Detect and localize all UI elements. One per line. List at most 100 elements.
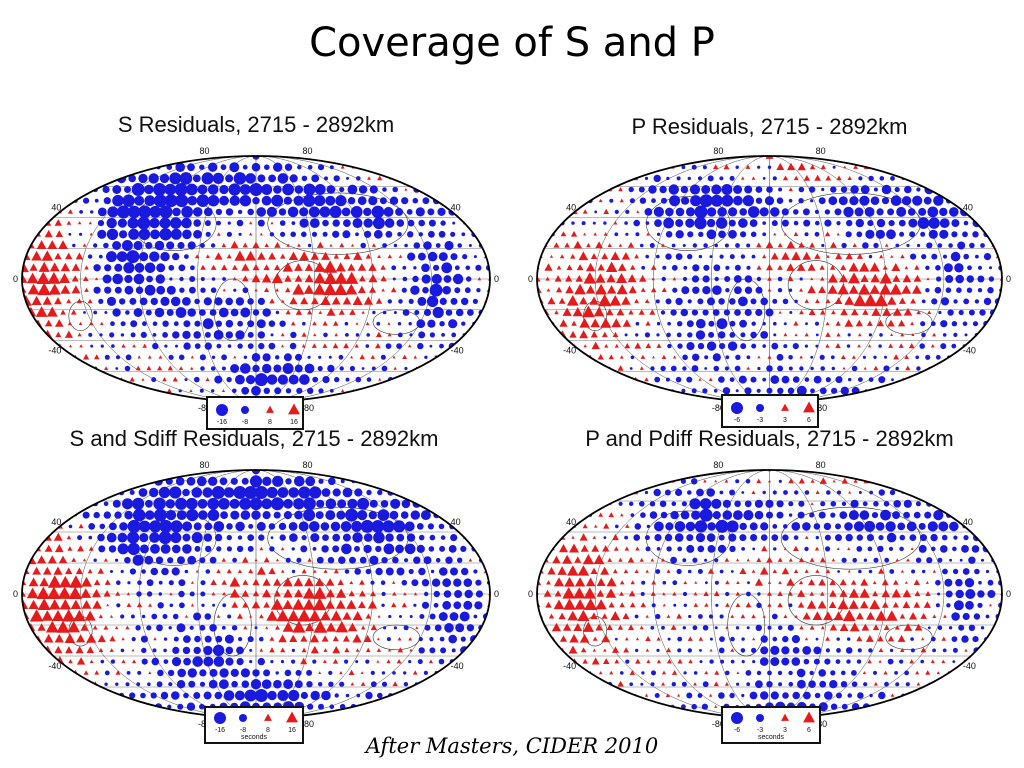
- negative-residual-dot: [670, 365, 677, 372]
- negative-residual-dot: [955, 274, 964, 284]
- positive-residual-triangle: [55, 230, 63, 237]
- negative-residual-dot: [910, 637, 914, 641]
- negative-residual-dot: [818, 511, 826, 519]
- negative-residual-dot: [654, 521, 664, 532]
- positive-residual-triangle: [252, 590, 260, 597]
- negative-residual-dot: [345, 377, 350, 382]
- negative-residual-dot: [83, 197, 90, 204]
- positive-residual-triangle: [604, 343, 609, 348]
- negative-residual-dot: [718, 376, 725, 383]
- negative-residual-dot: [851, 681, 858, 687]
- positive-residual-triangle: [592, 636, 598, 641]
- negative-residual-dot: [868, 333, 872, 337]
- residual-symbols: [537, 470, 1002, 718]
- positive-residual-triangle: [44, 319, 53, 327]
- negative-residual-dot: [722, 499, 731, 508]
- negative-residual-dot: [624, 221, 628, 225]
- positive-residual-triangle: [340, 165, 345, 169]
- negative-residual-dot: [649, 511, 658, 519]
- negative-residual-dot: [130, 614, 135, 619]
- negative-residual-dot: [375, 567, 383, 576]
- negative-residual-dot: [177, 668, 186, 678]
- positive-residual-triangle: [557, 566, 567, 575]
- positive-residual-triangle: [251, 600, 261, 609]
- negative-residual-dot: [759, 657, 769, 666]
- negative-residual-dot: [194, 635, 201, 643]
- p-residuals-panel: P Residuals, 2715 - 2892km 80 80 40 40 0 0 -40…: [515, 108, 1024, 430]
- positive-residual-triangle: [807, 263, 816, 271]
- positive-residual-triangle: [78, 321, 83, 325]
- positive-residual-triangle: [619, 602, 625, 608]
- negative-residual-dot: [267, 690, 277, 701]
- negative-residual-dot: [104, 286, 112, 294]
- negative-residual-dot: [630, 355, 635, 360]
- positive-residual-triangle: [814, 174, 821, 181]
- negative-residual-dot: [192, 656, 203, 667]
- negative-residual-dot: [439, 567, 448, 576]
- negative-residual-dot: [839, 511, 848, 519]
- positive-residual-triangle: [91, 589, 101, 598]
- positive-residual-triangle: [820, 276, 825, 281]
- negative-residual-dot: [919, 343, 925, 349]
- negative-residual-dot: [240, 363, 251, 374]
- negative-residual-dot: [581, 221, 586, 226]
- positive-residual-triangle: [887, 296, 897, 305]
- positive-residual-triangle: [375, 297, 383, 304]
- positive-residual-triangle: [879, 272, 892, 284]
- negative-residual-dot: [251, 162, 261, 172]
- positive-residual-triangle: [51, 609, 65, 621]
- positive-residual-triangle: [326, 307, 336, 316]
- negative-residual-dot: [382, 520, 395, 533]
- positive-residual-triangle: [428, 659, 433, 664]
- negative-residual-dot: [719, 636, 725, 642]
- negative-residual-dot: [951, 612, 960, 621]
- negative-residual-dot: [293, 195, 304, 206]
- positive-residual-triangle: [137, 355, 141, 359]
- positive-residual-triangle: [386, 659, 391, 664]
- positive-residual-triangle: [65, 252, 73, 260]
- negative-residual-dot: [863, 682, 868, 687]
- positive-residual-triangle: [553, 242, 560, 248]
- negative-residual-dot: [674, 533, 684, 542]
- negative-residual-dot: [418, 637, 423, 642]
- negative-residual-dot: [342, 533, 351, 542]
- lat-label: -80: [301, 719, 314, 729]
- positive-residual-triangle: [803, 174, 811, 181]
- positive-residual-triangle: [31, 295, 42, 305]
- positive-residual-triangle: [583, 587, 597, 599]
- negative-residual-dot: [221, 366, 226, 371]
- negative-residual-dot: [953, 299, 958, 304]
- negative-residual-dot: [962, 231, 968, 238]
- positive-residual-triangle: [892, 307, 902, 316]
- lat-label: 0: [494, 274, 499, 284]
- negative-residual-dot: [389, 196, 399, 205]
- negative-residual-dot: [257, 219, 265, 227]
- negative-residual-dot: [918, 544, 927, 553]
- negative-residual-dot: [841, 703, 848, 710]
- positive-residual-triangle: [574, 283, 586, 295]
- negative-residual-dot: [843, 206, 854, 218]
- positive-residual-triangle: [677, 693, 681, 697]
- negative-residual-dot: [404, 366, 408, 371]
- negative-residual-dot: [904, 185, 912, 194]
- positive-residual-triangle: [245, 250, 256, 261]
- negative-residual-dot: [247, 331, 254, 338]
- positive-residual-triangle: [259, 614, 264, 619]
- negative-residual-dot: [661, 276, 666, 282]
- positive-residual-triangle: [336, 588, 347, 598]
- positive-residual-triangle: [275, 625, 280, 630]
- positive-residual-triangle: [205, 377, 210, 381]
- negative-residual-dot: [741, 660, 745, 664]
- negative-residual-dot: [671, 243, 676, 248]
- positive-residual-triangle: [323, 569, 328, 573]
- positive-residual-triangle: [778, 580, 782, 585]
- positive-residual-triangle: [114, 626, 119, 630]
- negative-residual-dot: [126, 250, 140, 264]
- negative-residual-dot: [450, 567, 458, 576]
- positive-residual-triangle: [724, 479, 729, 483]
- negative-residual-dot: [93, 286, 101, 294]
- positive-residual-triangle: [333, 320, 339, 326]
- positive-residual-triangle: [321, 635, 329, 642]
- positive-residual-triangle: [347, 622, 358, 632]
- negative-residual-dot: [845, 533, 853, 542]
